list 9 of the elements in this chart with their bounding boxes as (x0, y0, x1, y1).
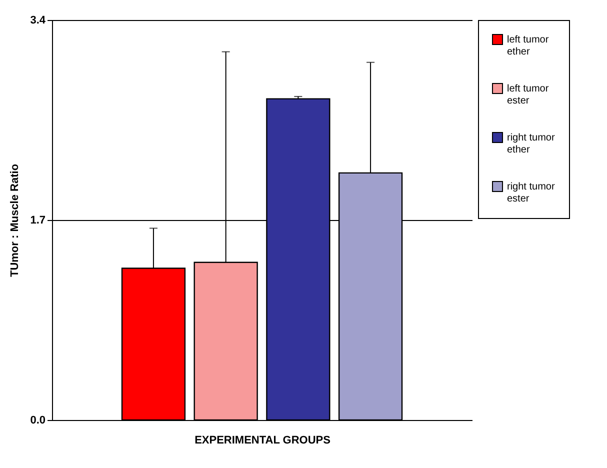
legend-label: right tumor ester (507, 182, 556, 204)
y-tick-label: 3.4 (30, 14, 46, 26)
x-axis-title: EXPERIMENTAL GROUPS (194, 434, 330, 446)
legend-label: right tumor ether (507, 132, 556, 156)
y-tick-label: 1.7 (30, 214, 46, 226)
y-tick-label: 0.0 (30, 414, 46, 426)
y-axis-title: TUmor : Muscle Ratio (9, 164, 22, 278)
legend-label: left tumor ether (507, 34, 550, 58)
legend-label: left tumor ester (507, 84, 550, 106)
